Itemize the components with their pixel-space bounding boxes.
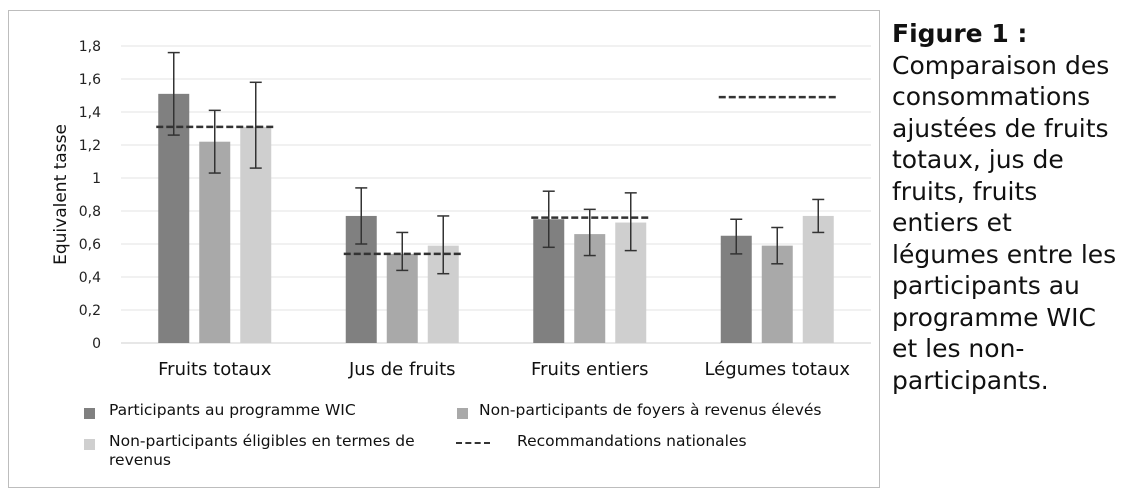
x-category-label: Fruits entiers — [531, 359, 648, 380]
caption-title: Figure 1 : — [892, 19, 1028, 48]
legend-swatch-high-income — [457, 408, 468, 419]
x-category-label: Jus de fruits — [348, 359, 456, 380]
bar — [802, 215, 834, 343]
legend-label-recommendations: Recommandations nationales — [517, 432, 747, 450]
legend-label-high-income: Non-participants de foyers à revenus éle… — [479, 401, 822, 419]
y-tick-label: 1,8 — [79, 39, 101, 55]
legend-label-eligible: Non-participants éligibles en termes de … — [109, 432, 415, 469]
chart-frame: 0 0,2 0,4 0,6 0,8 1 1,2 1,4 1,6 1,8 Equivalent tas… — [8, 10, 880, 488]
legend-dash-recommendations — [456, 442, 490, 444]
legend-swatch-eligible — [84, 439, 95, 450]
y-tick-label: 0 — [92, 336, 101, 352]
caption-body: Comparaison des consommations ajustées d… — [892, 50, 1117, 395]
bar — [199, 141, 231, 343]
x-category-label: Fruits totaux — [158, 359, 272, 380]
figure-caption: Figure 1 : Comparaison des consommations… — [892, 18, 1120, 396]
y-tick-label: 0,4 — [79, 270, 101, 286]
y-tick-label: 0,2 — [79, 303, 101, 319]
y-tick-label: 1,6 — [79, 72, 101, 88]
y-tick-label: 1 — [92, 171, 101, 187]
y-axis-label: Equivalent tasse — [51, 124, 71, 265]
y-tick-label: 1,4 — [79, 105, 101, 121]
x-category-label: Légumes totaux — [704, 359, 850, 380]
y-tick-label: 1,2 — [79, 138, 101, 154]
bar-chart: 0 0,2 0,4 0,6 0,8 1 1,2 1,4 1,6 1,8 Equivalent tas… — [51, 39, 871, 380]
legend-label-wic: Participants au programme WIC — [109, 401, 356, 419]
legend-swatch-wic — [84, 408, 95, 419]
y-tick-label: 0,6 — [79, 237, 101, 253]
y-tick-label: 0,8 — [79, 204, 101, 220]
